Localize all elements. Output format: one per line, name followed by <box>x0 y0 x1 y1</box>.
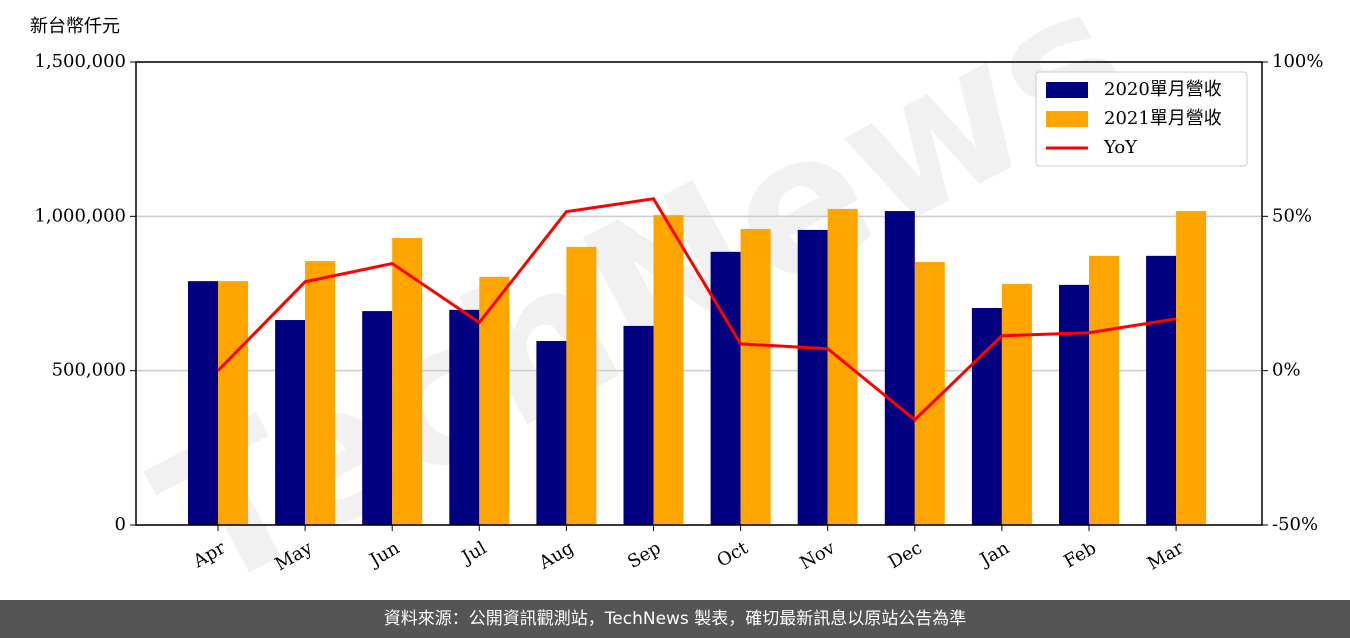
y-axis-label: 新台幣仟元 <box>30 16 120 37</box>
x-tick-label: Jul <box>457 537 491 569</box>
bar <box>710 251 741 525</box>
bar <box>1176 211 1207 525</box>
legend-label: YoY <box>1103 137 1138 158</box>
footer-bar <box>0 600 1350 638</box>
x-tick-label: Mar <box>1144 537 1188 574</box>
bar <box>1089 255 1119 526</box>
bar <box>566 246 597 525</box>
x-tick-label: Sep <box>624 537 664 572</box>
bar <box>536 341 567 525</box>
yoy-line <box>216 197 1177 422</box>
bar <box>971 308 1002 525</box>
bar <box>827 208 858 525</box>
y-tick-label: 0 <box>115 514 126 535</box>
x-tick-label: Oct <box>713 537 752 572</box>
bar <box>623 325 654 525</box>
bar <box>392 237 423 525</box>
bar <box>1146 255 1177 526</box>
bar <box>362 311 393 525</box>
bar <box>188 281 218 525</box>
bar <box>740 228 771 526</box>
bar <box>1059 284 1089 525</box>
x-tick-label: Aug <box>535 537 578 574</box>
bar <box>884 211 915 525</box>
x-tick-label: Jan <box>975 537 1013 571</box>
bar <box>449 309 480 525</box>
y-tick-label: 1,000,000 <box>34 205 126 226</box>
y2-tick-label: 50% <box>1272 205 1312 226</box>
plot-frame <box>135 61 1263 526</box>
bar <box>797 229 828 525</box>
y-tick-label: 1,500,000 <box>34 51 126 72</box>
bar <box>275 320 306 525</box>
bar <box>479 276 510 525</box>
y-tick-label: 500,000 <box>52 360 126 381</box>
legend-label: 2020單月營收 <box>1104 79 1222 100</box>
x-tick-label: Nov <box>796 537 839 574</box>
y2-tick-label: 100% <box>1272 51 1323 72</box>
legend-swatch <box>1046 82 1088 98</box>
footer-text: 資料來源：公開資訊觀測站，TechNews 製表，確切最新訊息以原站公告為準 <box>384 609 966 629</box>
y2-tick-label: -50% <box>1272 514 1318 535</box>
x-tick-label: Feb <box>1060 537 1100 572</box>
bar <box>914 262 945 525</box>
bar <box>653 215 684 525</box>
bar <box>305 261 336 525</box>
legend-box <box>1035 71 1248 167</box>
x-tick-label: Dec <box>885 537 926 573</box>
bar <box>218 281 248 525</box>
legend-label: 2021單月營收 <box>1104 108 1222 129</box>
y2-tick-label: 0% <box>1272 360 1301 381</box>
legend-swatch <box>1046 111 1088 127</box>
bar <box>1001 283 1032 525</box>
